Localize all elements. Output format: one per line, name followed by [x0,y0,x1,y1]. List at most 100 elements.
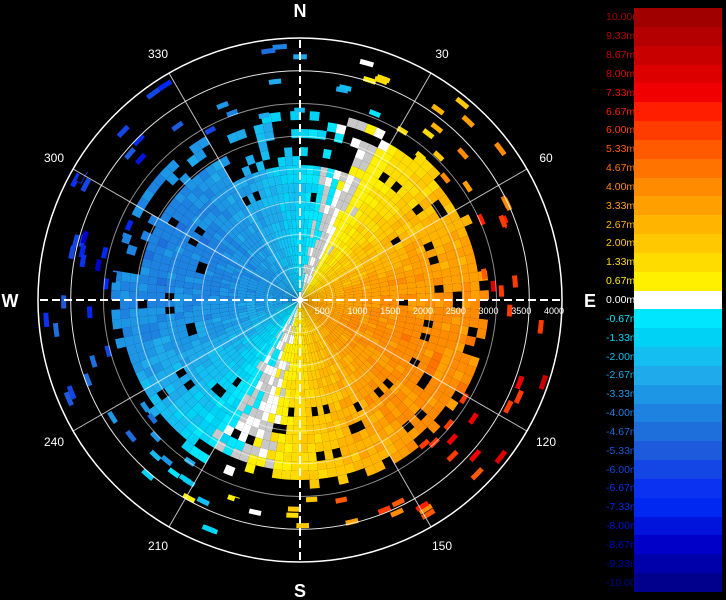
velocity-cell [462,344,474,356]
velocity-cell [344,307,354,312]
velocity-cell [269,326,278,335]
velocity-cell [300,273,303,283]
velocity-cell [378,171,390,184]
velocity-cell [354,233,364,243]
echo-cell [390,507,404,518]
velocity-cell [401,191,414,204]
velocity-cell [138,274,149,284]
velocity-cell [152,337,163,348]
velocity-cell [411,384,424,397]
velocity-cell [312,312,321,320]
velocity-cell [168,326,179,335]
echo-cell [537,319,544,334]
velocity-cell [357,322,368,330]
velocity-cell [300,443,308,454]
velocity-cell [287,407,295,417]
velocity-cell [175,273,186,282]
velocity-cell [300,296,309,300]
velocity-cell [307,256,312,266]
velocity-cell [308,295,318,299]
velocity-cell [344,249,354,258]
velocity-cell [420,414,434,428]
velocity-cell [303,219,309,229]
velocity-cell [192,425,205,439]
velocity-cell [433,314,444,323]
velocity-cell [197,407,210,419]
velocity-cell [262,273,271,281]
velocity-cell [337,349,346,359]
velocity-cell [308,303,317,309]
velocity-cell [264,205,273,216]
velocity-cell [440,268,452,278]
velocity-cell [194,272,205,280]
azimuth-spoke [299,299,528,432]
velocity-cell [416,306,426,314]
echo-cell [76,168,88,183]
velocity-cell [233,236,243,246]
velocity-cell [444,222,457,235]
velocity-cell [191,174,204,187]
echo-cell [368,109,381,118]
velocity-cell [318,221,325,232]
velocity-cell [292,156,300,166]
echo-cell [191,517,206,528]
velocity-cell [392,330,403,339]
velocity-cell [334,340,343,349]
velocity-cell [282,302,292,307]
velocity-cell [185,322,196,331]
velocity-cell [138,316,149,326]
velocity-cell [246,203,256,215]
velocity-cell [290,210,296,220]
velocity-cell [324,336,332,346]
velocity-cell [191,413,204,426]
velocity-cell [232,339,242,348]
velocity-cell [223,464,236,477]
velocity-cell [269,278,279,286]
velocity-cell [344,302,354,306]
velocity-cell [325,365,333,376]
velocity-cell [168,234,180,246]
velocity-cell [351,257,361,266]
velocity-cell [443,300,454,308]
velocity-cell [249,278,259,284]
velocity-cell [358,160,370,172]
velocity-cell [319,241,326,251]
velocity-cell [290,255,295,265]
velocity-cell [111,309,121,320]
velocity-cell [314,258,321,268]
velocity-cell [277,396,285,407]
velocity-cell [289,307,296,316]
velocity-cell [307,304,316,311]
velocity-cell [325,324,334,332]
velocity-cell [217,213,228,224]
velocity-cell [257,311,267,317]
velocity-cell [477,318,488,330]
echo-cell [468,412,479,425]
velocity-cell [404,209,417,221]
velocity-cell [279,312,288,320]
velocity-cell [275,272,283,280]
color-swatch [634,234,722,254]
velocity-cell [344,304,354,309]
velocity-cell [309,361,315,372]
velocity-cell [267,176,276,187]
echo-cell [80,230,89,245]
echo-cell [505,269,513,282]
velocity-cell [349,393,359,405]
velocity-cell [380,285,390,292]
velocity-cell [308,302,318,307]
velocity-cell [145,347,158,359]
velocity-cell [239,334,249,343]
color-swatch [634,196,722,216]
velocity-cell [465,335,477,347]
velocity-cell [280,279,288,288]
velocity-cell [358,319,369,326]
velocity-cell [274,289,284,294]
velocity-cell [265,168,274,179]
velocity-cell [287,306,294,314]
velocity-cell [323,282,333,288]
velocity-cell [260,249,269,258]
velocity-cell [200,300,211,306]
velocity-cell [295,273,299,283]
velocity-cell [244,339,254,349]
